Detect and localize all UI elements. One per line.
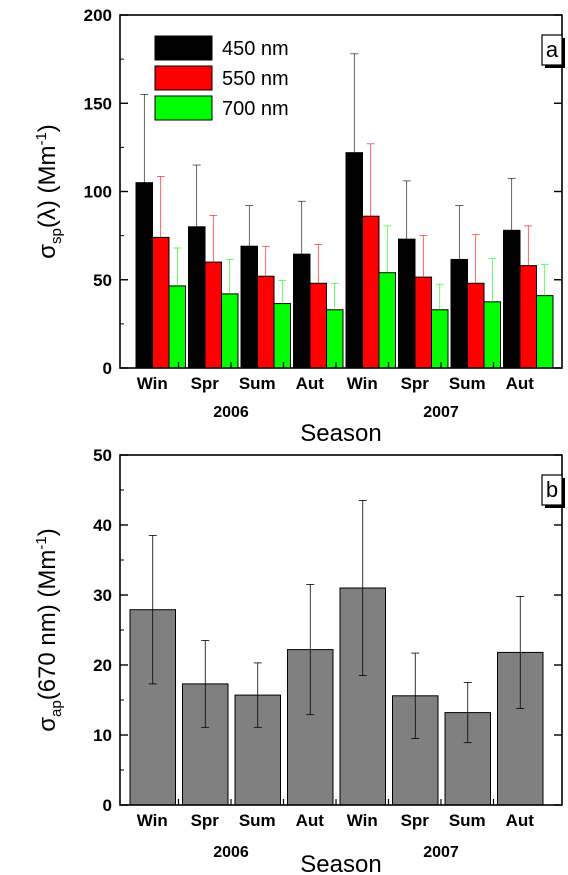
y-tick-label-panel-b: 50 — [93, 446, 112, 465]
y-tick-label-panel-b: 0 — [103, 796, 112, 815]
bar-panel-a-s0-c5 — [398, 238, 416, 369]
bar-panel-a-s2-c7 — [536, 295, 554, 369]
bar-panel-a-s2-c2 — [273, 303, 291, 369]
x-tick-label-panel-a: Aut — [506, 374, 535, 393]
bar-panel-a-s1-c6 — [467, 282, 485, 369]
x-axis-title-panel-a: Season — [300, 420, 381, 447]
bar-panel-a-s2-c6 — [483, 301, 501, 369]
y-axis-title-part-3: -1 — [33, 132, 50, 145]
legend-swatch-1 — [154, 65, 213, 91]
legend-swatch-0 — [154, 35, 213, 61]
x-tick-label-panel-b: Win — [137, 811, 168, 830]
y-tick-label-panel-a: 100 — [84, 183, 112, 202]
legend-label-0: 450 nm — [222, 38, 289, 60]
bar-panel-a-s1-c0 — [152, 236, 170, 369]
y-axis-title-part-0: σ — [34, 717, 61, 732]
bar-panel-a-s0-c2 — [240, 245, 258, 369]
y-axis-title-part-1: ap — [48, 700, 65, 717]
panel-tag-label-a: a — [546, 37, 559, 62]
y-axis-title-part-1: sp — [48, 228, 65, 244]
bar-panel-a-s2-c5 — [431, 309, 449, 369]
x-tick-label-panel-a: Sum — [449, 374, 486, 393]
bar-panel-a-s0-c4 — [345, 152, 363, 369]
panel-tag-label-b: b — [546, 477, 558, 502]
y-axis-title-panel-a: σsp(λ) (Mm-1) — [33, 124, 65, 259]
x-tick-label-panel-a: Win — [137, 374, 168, 393]
x-tick-label-panel-b: Aut — [506, 811, 535, 830]
bar-panel-a-s1-c7 — [519, 265, 537, 369]
year-label-panel-b: 2007 — [423, 844, 459, 861]
y-tick-label-panel-a: 50 — [93, 271, 112, 290]
panel-tag-box-b — [541, 474, 563, 506]
x-tick-label-panel-b: Sum — [239, 811, 276, 830]
panel-a-chart: 0 50 100 150 200 Win Spr Sum Aut Win Spr Sum Aut 2006… — [33, 6, 565, 447]
x-tick-label-panel-b: Win — [347, 811, 378, 830]
bar-panel-a-s2-c3 — [326, 309, 344, 369]
legend-swatch-2 — [154, 95, 213, 121]
x-tick-label-panel-a: Spr — [401, 374, 430, 393]
x-tick-label-panel-b: Aut — [296, 811, 325, 830]
x-tick-label-panel-b: Spr — [191, 811, 220, 830]
x-tick-label-panel-a: Aut — [296, 374, 325, 393]
bar-panel-a-s1-c1 — [204, 261, 222, 369]
legend-label-1: 550 nm — [222, 68, 289, 90]
bar-panel-a-s1-c5 — [414, 276, 432, 369]
year-label-panel-a: 2007 — [423, 404, 459, 421]
bar-panel-a-s1-c3 — [309, 282, 327, 369]
bar-panel-a-s2-c1 — [221, 293, 239, 369]
panel-tag-box-a — [541, 34, 563, 66]
bar-panel-a-s2-c4 — [378, 272, 396, 369]
bar-panel-a-s2-c0 — [168, 285, 186, 369]
bar-panel-a-s0-c6 — [450, 258, 468, 369]
y-tick-label-panel-a: 0 — [103, 359, 112, 378]
y-axis-title-part-4: ) — [34, 124, 61, 132]
x-tick-label-panel-a: Sum — [239, 374, 276, 393]
panel-b-chart: 0 10 20 30 40 50 Win Spr Sum Aut Win Spr Sum Aut 2006 2… — [33, 446, 565, 875]
y-axis-title-part-4: ) — [34, 528, 61, 536]
y-axis-title-part-2: (λ) (Mm — [34, 146, 61, 229]
y-axis-title-part-3: -1 — [33, 536, 50, 549]
year-label-panel-a: 2006 — [213, 404, 249, 421]
y-tick-label-panel-b: 40 — [93, 516, 112, 535]
bar-panel-a-s0-c1 — [188, 226, 206, 369]
y-axis-title-panel-b: σap(670 nm) (Mm-1) — [33, 528, 65, 732]
y-axis-title-part-2: (670 nm) (Mm — [34, 550, 61, 701]
y-tick-label-panel-b: 20 — [93, 656, 112, 675]
bar-panel-a-s0-c0 — [135, 182, 153, 369]
bar-panel-a-s1-c2 — [257, 275, 275, 369]
legend-label-2: 700 nm — [222, 98, 289, 120]
x-axis-title-panel-b: Season — [300, 851, 381, 875]
y-tick-label-panel-a: 200 — [84, 6, 112, 25]
y-axis-title-part-0: σ — [34, 244, 61, 259]
y-tick-label-panel-b: 30 — [93, 586, 112, 605]
year-label-panel-b: 2006 — [213, 844, 249, 861]
y-tick-label-panel-b: 10 — [93, 726, 112, 745]
x-tick-label-panel-b: Sum — [449, 811, 486, 830]
x-tick-label-panel-b: Spr — [401, 811, 430, 830]
x-tick-label-panel-a: Spr — [191, 374, 220, 393]
bar-panel-a-s0-c3 — [293, 253, 311, 369]
bar-panel-a-s0-c7 — [503, 229, 521, 369]
x-tick-label-panel-a: Win — [347, 374, 378, 393]
bar-panel-a-s1-c4 — [362, 215, 380, 369]
y-tick-label-panel-a: 150 — [84, 94, 112, 113]
